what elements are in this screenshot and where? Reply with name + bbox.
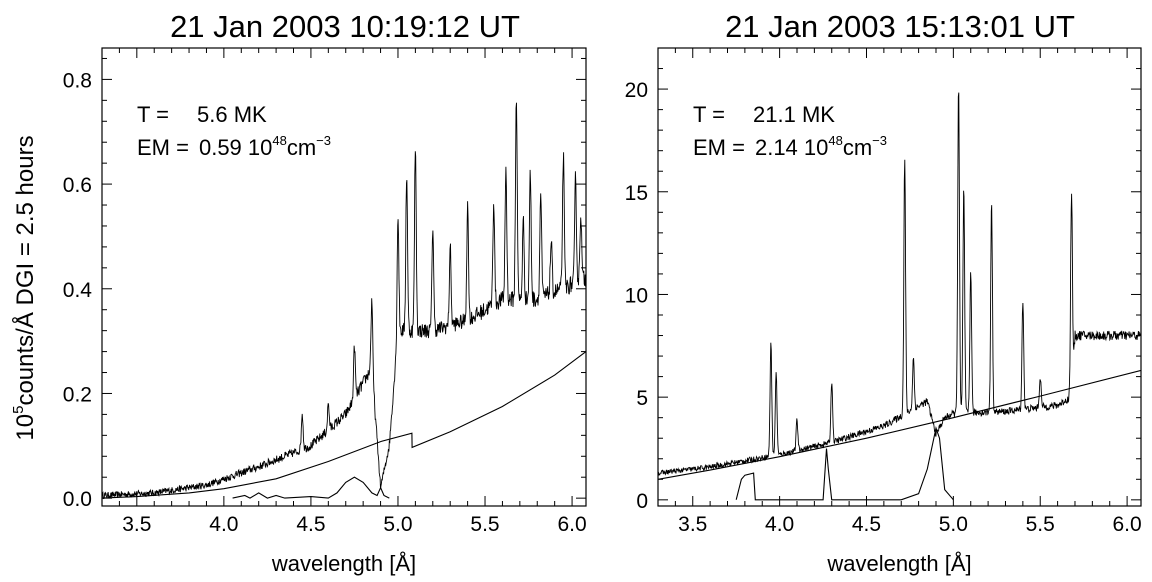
x-tick-label: 4.0 <box>209 513 238 536</box>
x-tick-label: 5.0 <box>939 513 968 536</box>
y-tick-label: 0.0 <box>63 488 92 511</box>
y-tick-label: 0 <box>636 490 648 513</box>
x-tick-label: 5.5 <box>1026 513 1055 536</box>
x-axis-title: wavelength [Å] <box>271 551 416 576</box>
x-tick-label: 3.5 <box>122 513 151 536</box>
annotation-em-unit: cm <box>843 135 872 160</box>
series-continuum <box>658 369 1141 480</box>
annotation-emission-measure: EM = 2.14 1048cm−3 <box>693 133 887 160</box>
left-panel: 21 Jan 2003 10:19:12 UT 3.5 4.0 4.5 5.0 5.5 6.… <box>63 9 587 576</box>
chart-title: 21 Jan 2003 15:13:01 UT <box>725 9 1075 44</box>
series-observed-spectrum <box>658 92 1141 476</box>
y-axis-label-text: counts/Å DGI = 2.5 hours <box>11 135 39 405</box>
x-tick-label: 5.0 <box>383 513 412 536</box>
annotation-em-exponent: 48 <box>828 133 842 148</box>
y-tick-label: 15 <box>625 182 648 205</box>
plot-frame <box>657 47 1142 507</box>
x-tick-label: 4.0 <box>765 513 794 536</box>
series-absorption-edge-curve <box>232 476 390 499</box>
annotation-temperature: T = 21.1 MK <box>693 102 835 127</box>
y-tick-label: 0.2 <box>63 383 92 406</box>
annotation-em-value: 2.14 10 <box>755 135 828 160</box>
x-tick-label: 3.5 <box>678 513 707 536</box>
x-tick-label: 6.0 <box>1112 513 1141 536</box>
y-tick-label: 5 <box>636 387 648 410</box>
y-tick-label: 0.8 <box>63 69 92 92</box>
annotation-temperature-label: T = <box>693 102 725 127</box>
series-continuum <box>102 351 586 499</box>
annotation-em-unit-exponent: −3 <box>872 133 887 148</box>
annotation-em-exponent: 48 <box>272 133 286 148</box>
y-tick-label: 0.6 <box>63 174 92 197</box>
chart-title: 21 Jan 2003 10:19:12 UT <box>170 9 520 44</box>
svg-text:105counts/Å DGI = 2.5 hours: 105counts/Å DGI = 2.5 hours <box>10 135 39 440</box>
annotation-temperature-value: 5.6 MK <box>197 102 267 127</box>
right-panel: 21 Jan 2003 15:13:01 UT 3.5 4.0 4.5 5.0 5.5 6.… <box>625 9 1142 576</box>
annotation-em-label: EM = <box>137 135 189 160</box>
y-tick-label: 10 <box>625 284 648 307</box>
annotation-temperature-label: T = <box>137 102 169 127</box>
x-tick-label: 4.5 <box>852 513 881 536</box>
x-tick-label: 6.0 <box>557 513 586 536</box>
x-tick-label: 5.5 <box>470 513 499 536</box>
annotation-em-value: 0.59 10 <box>199 135 272 160</box>
annotation-em-unit-exponent: −3 <box>316 133 331 148</box>
y-axis-label-exponent: 5 <box>10 406 27 414</box>
x-tick-label: 4.5 <box>296 513 325 536</box>
series-observed-spectrum <box>102 102 586 500</box>
annotation-em-label: EM = <box>693 135 745 160</box>
y-tick-label: 0.4 <box>63 279 93 302</box>
annotation-em-unit: cm <box>287 135 316 160</box>
y-axis-label: 105counts/Å DGI = 2.5 hours <box>10 135 39 440</box>
y-axis-label-prefix: 10 <box>12 414 39 441</box>
annotation-emission-measure: EM = 0.59 1048cm−3 <box>137 133 331 160</box>
x-axis-title: wavelength [Å] <box>826 551 971 576</box>
series-absorption-edge-curve <box>735 425 954 501</box>
y-tick-label: 20 <box>625 79 648 102</box>
plot-frame <box>101 47 587 507</box>
annotation-temperature: T = 5.6 MK <box>137 102 267 127</box>
annotation-temperature-value: 21.1 MK <box>753 102 835 127</box>
